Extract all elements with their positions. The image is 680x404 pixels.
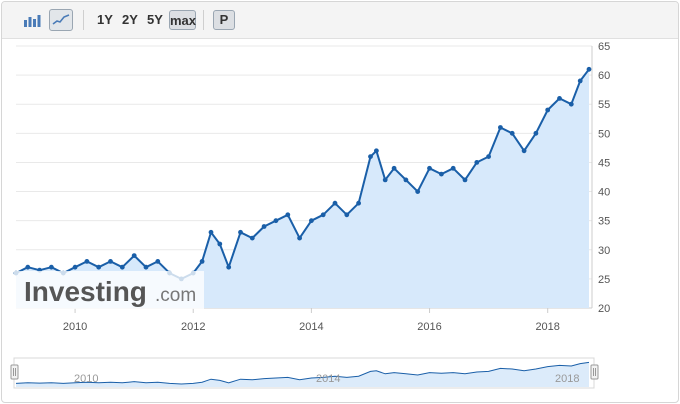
y-tick-label: 60 — [598, 70, 610, 82]
navigator-label-2018: 2018 — [555, 373, 579, 385]
data-point — [474, 160, 480, 165]
data-point — [533, 130, 539, 136]
y-tick-label: 25 — [598, 274, 610, 286]
data-point — [557, 96, 562, 101]
navigator-right-handle[interactable] — [590, 364, 599, 380]
y-tick-label: 50 — [598, 128, 610, 140]
data-point — [143, 264, 149, 270]
data-point — [72, 264, 78, 270]
watermark-suffix: .com — [155, 285, 196, 306]
data-point — [25, 264, 31, 270]
data-point — [208, 229, 214, 235]
data-point — [344, 212, 350, 218]
data-point — [273, 218, 279, 224]
navigator-label-2014: 2014 — [316, 373, 340, 385]
range-5y-button[interactable]: 5Y — [147, 12, 163, 27]
y-tick-label: 55 — [598, 99, 610, 111]
data-point — [356, 200, 361, 206]
data-point — [462, 177, 468, 183]
navigator-left-handle[interactable] — [10, 364, 19, 380]
y-tick-label: 65 — [598, 41, 610, 53]
x-tick-label: 2016 — [417, 321, 441, 333]
data-point — [131, 253, 137, 258]
data-point — [155, 259, 161, 264]
navigator-area — [16, 362, 589, 387]
data-point — [320, 212, 326, 218]
data-point — [486, 154, 491, 159]
bar-chart-icon[interactable] — [20, 9, 44, 31]
data-point — [382, 177, 388, 183]
data-point — [261, 224, 267, 229]
data-point — [450, 165, 456, 171]
data-point — [297, 235, 302, 241]
data-point — [498, 125, 503, 130]
area-fill — [16, 69, 589, 308]
navigator-label-2010: 2010 — [74, 373, 98, 385]
range-2y-button[interactable]: 2Y — [122, 12, 138, 27]
data-point — [226, 264, 232, 270]
y-tick-label: 45 — [598, 157, 610, 169]
data-point — [96, 264, 102, 270]
price-chart[interactable]: 20 25 30 35 40 45 50 55 60 65 2010 2012 2014 2016 201… — [2, 39, 678, 347]
watermark-brand: Investing — [24, 276, 147, 307]
data-point — [403, 177, 409, 183]
y-tick-label: 30 — [598, 245, 610, 257]
data-point — [391, 165, 397, 171]
watermark: Investing .com — [14, 271, 204, 309]
data-point — [285, 212, 291, 218]
data-point — [509, 130, 515, 136]
data-point — [439, 171, 444, 177]
data-point — [521, 148, 527, 154]
data-point — [217, 241, 223, 247]
range-1y-button[interactable]: 1Y — [97, 12, 113, 27]
y-tick-label: 35 — [598, 216, 610, 228]
x-tick-label: 2012 — [181, 321, 205, 333]
data-point — [309, 218, 314, 224]
toolbar-divider — [203, 10, 204, 30]
line-chart-icon[interactable] — [49, 9, 73, 31]
data-point — [238, 229, 243, 235]
data-point — [577, 78, 583, 84]
x-tick-label: 2010 — [63, 321, 87, 333]
data-point — [586, 66, 592, 72]
data-point — [568, 101, 574, 107]
data-point — [49, 264, 54, 270]
y-tick-label: 20 — [598, 303, 610, 315]
chart-toolbar: 1Y 2Y 5Y max P — [2, 2, 678, 39]
navigator[interactable]: 2010 2014 2018 — [2, 354, 678, 394]
data-point — [332, 200, 338, 206]
data-point — [119, 264, 125, 270]
y-tick-label: 40 — [598, 187, 610, 199]
series-line — [15, 68, 590, 280]
data-point — [427, 165, 432, 171]
navigator-line — [15, 361, 590, 385]
data-point — [368, 154, 373, 159]
data-point — [415, 189, 421, 195]
x-tick-label: 2014 — [299, 321, 323, 333]
p-button[interactable]: P — [213, 10, 235, 30]
data-point — [545, 107, 551, 113]
data-point — [108, 259, 113, 264]
x-tick-label: 2018 — [535, 321, 559, 333]
data-point — [84, 259, 90, 264]
data-point — [374, 148, 379, 154]
range-max-button[interactable]: max — [169, 10, 196, 30]
toolbar-divider — [83, 10, 84, 30]
data-point — [249, 235, 255, 241]
data-point — [199, 259, 205, 264]
